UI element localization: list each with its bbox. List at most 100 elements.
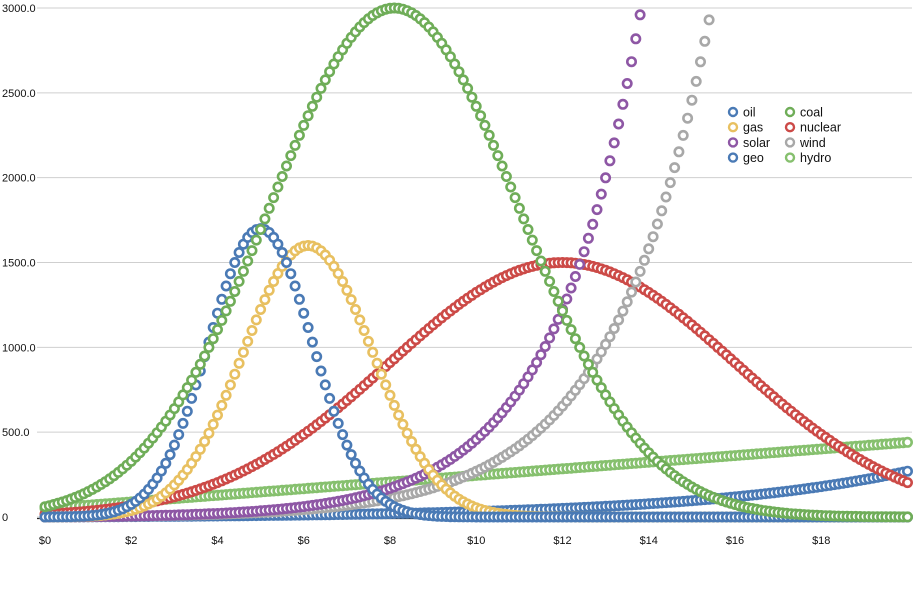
data-point — [155, 465, 167, 477]
data-point — [604, 155, 616, 167]
data-point — [207, 333, 219, 345]
y-tick-label: 3000.0 — [2, 3, 36, 15]
data-point — [246, 324, 258, 336]
data-point — [160, 457, 172, 469]
data-point — [194, 358, 206, 370]
data-point — [574, 341, 586, 353]
data-point — [600, 172, 612, 184]
data-point — [349, 457, 361, 469]
data-point — [625, 286, 637, 298]
data-point — [337, 275, 349, 287]
data-point — [345, 294, 357, 306]
data-point — [496, 160, 508, 172]
data-point — [535, 255, 547, 267]
data-point — [199, 435, 211, 447]
data-point — [600, 338, 612, 350]
data-point — [406, 435, 418, 447]
data-point — [358, 324, 370, 336]
data-point — [500, 171, 512, 183]
data-point — [699, 35, 711, 47]
legend-item-oil: oil — [727, 106, 756, 120]
data-point — [354, 314, 366, 326]
data-point — [216, 399, 228, 411]
data-point — [613, 314, 625, 326]
legend-label: hydro — [800, 151, 831, 165]
data-point — [901, 477, 913, 489]
legend-marker — [784, 106, 796, 118]
data-point — [285, 150, 297, 162]
data-point — [306, 336, 318, 348]
data-point — [578, 246, 590, 258]
data-point — [634, 9, 646, 21]
data-point — [181, 405, 193, 417]
data-point — [375, 368, 387, 380]
legend-label: oil — [743, 106, 756, 120]
data-point — [349, 303, 361, 315]
data-point — [518, 213, 530, 225]
data-point — [621, 78, 633, 90]
data-point — [212, 409, 224, 421]
data-point — [224, 268, 236, 280]
y-tick-label: 1000.0 — [2, 342, 36, 354]
data-point — [694, 56, 706, 68]
data-point — [268, 275, 280, 287]
data-point — [203, 427, 215, 439]
data-point — [617, 98, 629, 110]
data-point — [362, 335, 374, 347]
data-point — [565, 282, 577, 294]
data-point — [293, 293, 305, 305]
legend: oil coal gas nuclear solar wind geo hydro — [727, 106, 841, 165]
data-point — [263, 202, 275, 214]
data-point — [233, 357, 245, 369]
legend-label: solar — [743, 136, 770, 150]
y-tick-label: 1500.0 — [2, 258, 36, 270]
data-point — [470, 100, 482, 112]
data-point — [315, 82, 327, 94]
data-point — [220, 305, 232, 317]
data-point — [306, 100, 318, 112]
data-point — [216, 293, 228, 305]
data-point — [487, 139, 499, 151]
data-point — [901, 465, 913, 477]
data-point — [255, 303, 267, 315]
legend-marker — [784, 137, 796, 148]
data-point — [643, 243, 655, 255]
data-point — [216, 314, 228, 326]
data-point — [255, 224, 267, 236]
data-point — [311, 91, 323, 103]
data-point — [669, 162, 681, 174]
data-point — [207, 418, 219, 430]
data-point — [311, 351, 323, 363]
legend-item-nuclear: nuclear — [784, 121, 841, 135]
data-point — [401, 427, 413, 439]
data-point — [246, 245, 258, 257]
legend-label: gas — [743, 121, 763, 135]
data-point — [289, 280, 301, 292]
data-point — [638, 254, 650, 266]
data-point — [475, 110, 487, 122]
data-point — [569, 270, 581, 282]
data-point — [224, 379, 236, 391]
legend-item-solar: solar — [727, 136, 770, 150]
legend-marker — [784, 152, 796, 163]
legend-marker — [727, 137, 739, 148]
data-point — [690, 75, 702, 87]
data-point — [505, 181, 517, 193]
data-point — [613, 118, 625, 130]
data-point — [380, 379, 392, 391]
data-point — [212, 324, 224, 336]
data-point — [651, 218, 663, 230]
series-coal — [39, 2, 913, 523]
x-tick-label: $8 — [384, 535, 396, 547]
data-point — [332, 417, 344, 429]
data-point — [647, 231, 659, 243]
data-point — [345, 449, 357, 461]
data-point — [608, 322, 620, 334]
data-point — [324, 392, 336, 404]
data-point — [229, 368, 241, 380]
data-point — [548, 285, 560, 297]
data-point — [556, 305, 568, 317]
data-point — [393, 409, 405, 421]
data-point — [673, 146, 685, 158]
